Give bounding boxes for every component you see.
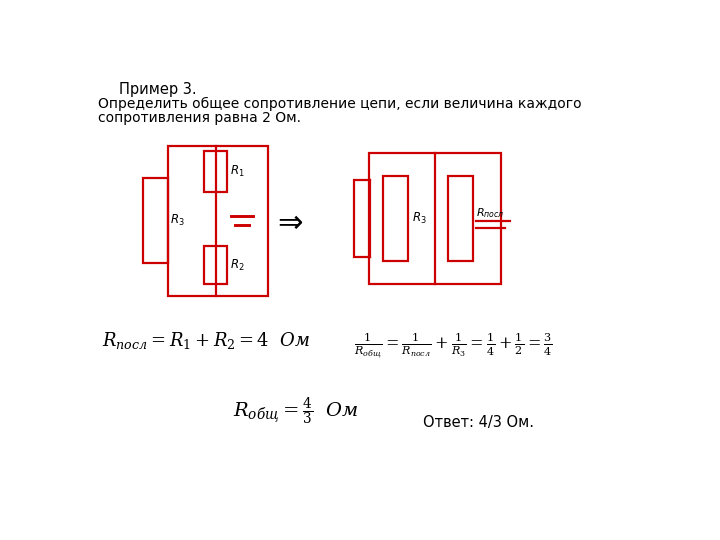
Text: $R_2$: $R_2$ — [230, 258, 244, 273]
Text: $R_3$: $R_3$ — [412, 211, 426, 226]
Text: сопротивления равна 2 Ом.: сопротивления равна 2 Ом. — [98, 111, 301, 125]
Text: Определить общее сопротивление цепи, если величина каждого: Определить общее сопротивление цепи, есл… — [98, 97, 581, 111]
Text: $R_{посл} = R_1 + R_2 = 4 \ \ Ом$: $R_{посл} = R_1 + R_2 = 4 \ \ Ом$ — [102, 330, 310, 352]
Text: $\frac{1}{R_{общ}} = \frac{1}{R_{посл}} + \frac{1}{R_3} = \frac{1}{4} + \frac{1}: $\frac{1}{R_{общ}} = \frac{1}{R_{посл}} … — [354, 330, 552, 360]
Text: $R_{посл}$: $R_{посл}$ — [476, 206, 505, 220]
Text: $R_{общ} = \frac{4}{3} \ \ Ом$: $R_{общ} = \frac{4}{3} \ \ Ом$ — [233, 396, 359, 428]
Text: $R_3$: $R_3$ — [170, 213, 184, 228]
Text: Пример 3.: Пример 3. — [120, 82, 197, 97]
Text: Ответ: 4/3 Ом.: Ответ: 4/3 Ом. — [423, 415, 534, 430]
Text: $R_1$: $R_1$ — [230, 164, 244, 179]
Text: $\Rightarrow$: $\Rightarrow$ — [271, 208, 304, 237]
